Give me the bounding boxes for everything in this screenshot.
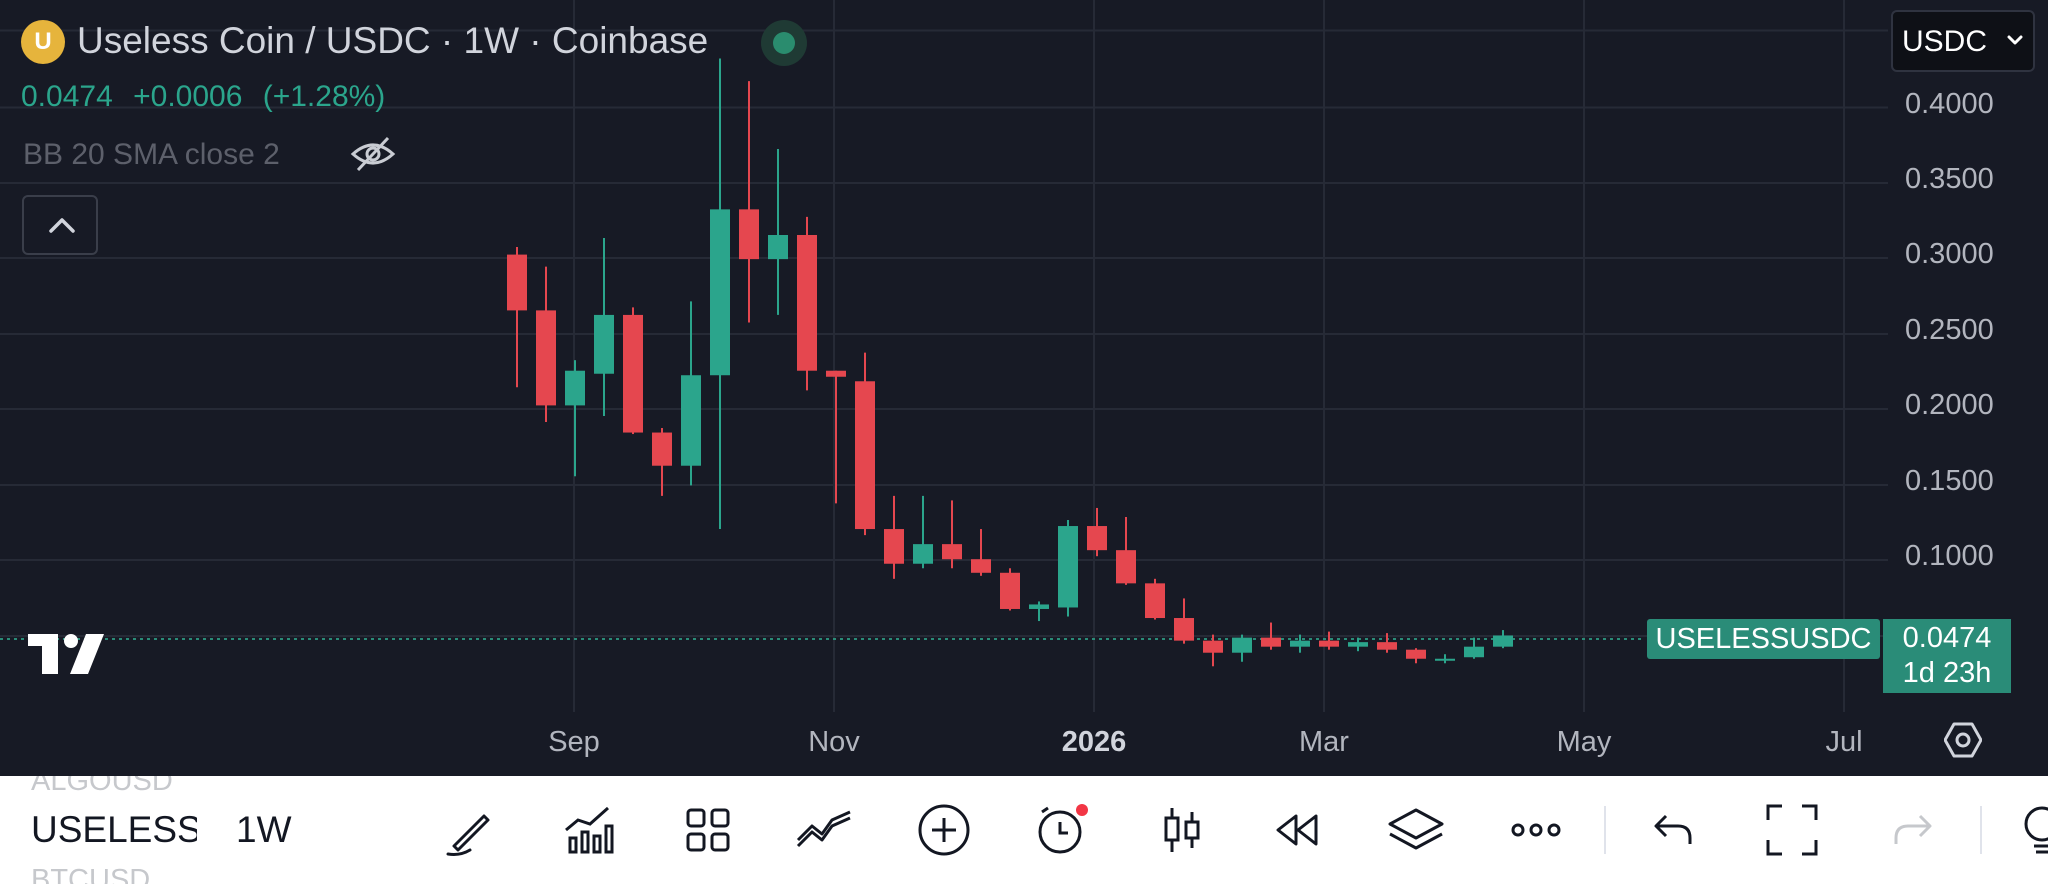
chart-type-candles-icon[interactable]	[1152, 800, 1212, 860]
redo-icon[interactable]	[1882, 800, 1942, 860]
candle-body-down	[884, 529, 904, 564]
candle-body-down	[507, 254, 527, 311]
chart-area[interactable]: U Useless Coin / USDC · 1W · Coinbase 0.…	[0, 0, 2048, 776]
candle-body-down	[1087, 526, 1107, 551]
candle-body-up	[1058, 526, 1078, 608]
chevron-up-icon	[49, 218, 75, 233]
candles	[507, 58, 1513, 667]
coin-icon: U	[21, 20, 65, 64]
layout-grid-icon[interactable]	[678, 800, 738, 860]
chevron-down-icon	[2007, 35, 2023, 45]
candle-body-down	[1261, 637, 1281, 647]
symbol-title[interactable]: Useless Coin / USDC · 1W · Coinbase	[77, 20, 709, 61]
undo-icon[interactable]	[1644, 800, 1704, 860]
candle-body-down	[797, 234, 817, 371]
add-plus-icon[interactable]	[914, 800, 974, 860]
time-scale-label: Sep	[548, 726, 600, 758]
candle-body-up	[1348, 642, 1368, 647]
candle-body-down	[942, 544, 962, 560]
candle-body-down	[1377, 642, 1397, 650]
candle-body-up	[1232, 637, 1252, 653]
candle-body-down	[623, 314, 643, 433]
bar-countdown: 1d 23h	[1902, 657, 1992, 689]
collapse-legend-button[interactable]	[22, 195, 98, 255]
last-price-tag: 0.0474 1d 23h	[1883, 619, 2011, 693]
candle-body-down	[1145, 583, 1165, 619]
candle-body-down	[1174, 618, 1194, 641]
last-price-tag-value: 0.0474	[1902, 622, 1992, 654]
drawing-brush-icon[interactable]	[440, 800, 500, 860]
candle-body-up	[1290, 640, 1310, 647]
candle-body-up	[1029, 604, 1049, 609]
candle-body-up	[768, 234, 788, 260]
toolbar-separator	[1980, 806, 1982, 854]
ideas-lightbulb-icon[interactable]	[2012, 800, 2048, 860]
indicator-legend[interactable]: BB 20 SMA close 2	[23, 138, 280, 171]
time-scale-label: May	[1556, 726, 1612, 758]
hide-eye-icon[interactable]	[350, 134, 396, 174]
fullscreen-icon[interactable]	[1762, 800, 1822, 860]
scale-settings-icon[interactable]	[1944, 722, 1982, 758]
compare-icon[interactable]	[794, 800, 854, 860]
candle-body-down	[1406, 649, 1426, 659]
symbol-picker-ghost[interactable]: ALGOUSD	[31, 776, 173, 797]
price-scale-label: 0.3000	[1905, 238, 1994, 270]
time-scale-label: Nov	[808, 726, 860, 758]
candle-body-down	[536, 310, 556, 406]
candle-body-up	[594, 314, 614, 374]
time-scale-label: 2026	[1061, 726, 1127, 758]
candle-body-down	[739, 209, 759, 260]
candle-body-up	[565, 370, 585, 406]
candle-body-up	[1464, 646, 1484, 658]
time-scale-label: Jul	[1825, 726, 1863, 758]
symbol-price-tag: USELESSUSDC	[1647, 619, 1880, 659]
price-scale-label: 0.1500	[1905, 465, 1994, 497]
candle-body-down	[1116, 550, 1136, 584]
currency-select-value: USDC	[1902, 25, 1988, 58]
candle-body-down	[1000, 572, 1020, 609]
candle-body-down	[1203, 640, 1223, 653]
tradingview-logo	[28, 634, 104, 674]
price-change-percent: (+1.28%)	[262, 80, 386, 113]
candle-body-down	[971, 559, 991, 573]
price-scale-label: 0.2500	[1905, 314, 1994, 346]
price-scale-label: 0.3500	[1905, 163, 1994, 195]
last-price: 0.0474	[21, 80, 113, 113]
currency-select[interactable]: USDC	[1891, 10, 2035, 72]
bottom-toolbar: ALGOUSD USELESSUSDC BTCUSD 1W	[0, 776, 2048, 884]
candle-body-up	[1493, 635, 1513, 647]
market-status-icon[interactable]	[761, 20, 807, 66]
chart-canvas[interactable]	[0, 0, 2048, 776]
candle-body-down	[1319, 640, 1339, 647]
grid	[0, 0, 1888, 712]
price-scale-label: 0.4000	[1905, 88, 1994, 120]
candle-body-down	[652, 432, 672, 466]
price-readout: 0.0474 +0.0006 (+1.28%)	[21, 80, 397, 114]
candle-body-up	[913, 544, 933, 564]
toolbar-separator	[1604, 806, 1606, 854]
candle-body-up	[1435, 658, 1455, 661]
time-scale-label: Mar	[1299, 726, 1349, 758]
price-scale-label: 0.2000	[1905, 389, 1994, 421]
price-scale-label: 0.1000	[1905, 540, 1994, 572]
more-dots-icon[interactable]	[1506, 800, 1566, 860]
indicators-icon[interactable]	[558, 800, 618, 860]
candle-body-down	[826, 370, 846, 377]
price-change: +0.0006	[133, 80, 243, 113]
alert-clock-icon[interactable]	[1030, 800, 1090, 860]
replay-rewind-icon[interactable]	[1268, 800, 1328, 860]
interval-picker[interactable]: 1W	[236, 809, 292, 850]
candle-body-up	[710, 209, 730, 376]
candle-body-up	[681, 375, 701, 466]
symbol-picker[interactable]: USELESSUSDC	[31, 809, 197, 850]
candle-body-down	[855, 381, 875, 530]
layers-icon[interactable]	[1386, 800, 1446, 860]
symbol-picker-ghost[interactable]: BTCUSD	[31, 864, 151, 884]
